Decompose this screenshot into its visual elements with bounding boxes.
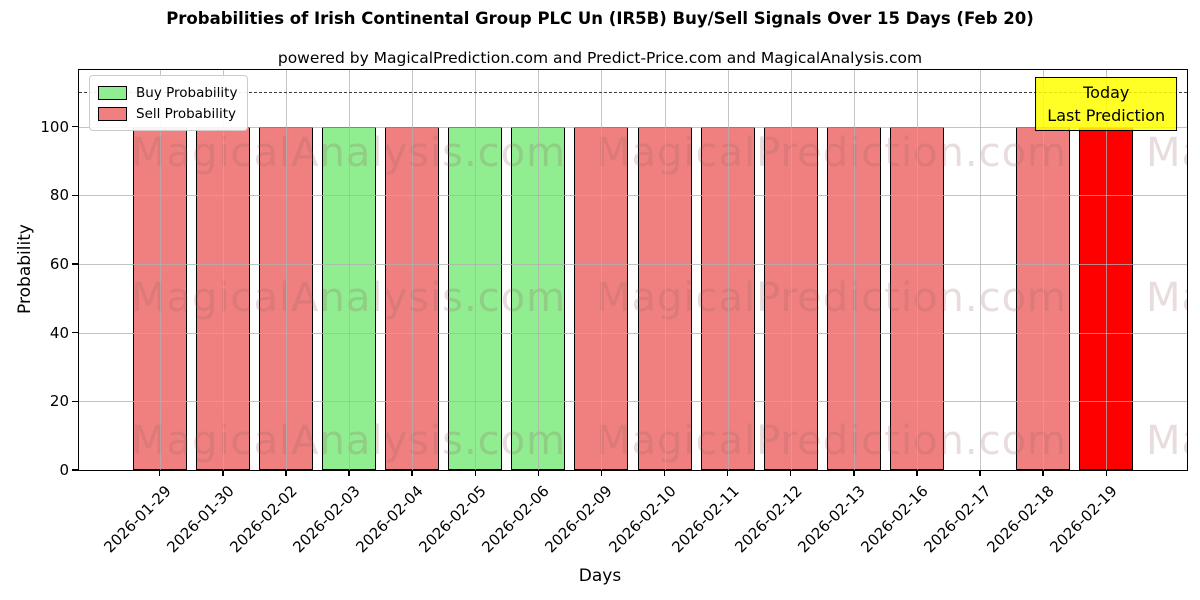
y-tick-label: 100: [40, 117, 69, 136]
x-tick-mark: [726, 470, 729, 476]
legend: Buy Probability Sell Probability: [89, 75, 249, 131]
plot-area: MagicalAnalysis.com MagicalPrediction.com…: [40, 69, 1188, 556]
x-tick-mark: [411, 470, 413, 476]
chart-title: Probabilities of Irish Continental Group…: [166, 9, 1034, 28]
gridline-vertical: [412, 70, 414, 470]
chart-subtitle: powered by MagicalPrediction.com and Pre…: [277, 49, 923, 67]
x-tick-mark: [853, 470, 855, 476]
bar-sell: [574, 126, 629, 470]
bar-sell: [637, 126, 692, 470]
x-tick-mark: [790, 470, 792, 476]
today-annotation-line1: Today: [1083, 83, 1130, 102]
gridline-vertical: [475, 70, 477, 470]
gridline-vertical: [916, 70, 918, 470]
watermark-text: MagicalPrediction.com: [596, 418, 1067, 464]
bar-buy: [322, 126, 377, 470]
x-tick-mark: [916, 470, 918, 476]
watermark-text: MagicalAnalysis.com: [131, 418, 567, 464]
x-tick-mark: [285, 470, 287, 476]
gridline-horizontal: [79, 195, 1187, 197]
watermark-text: MagicalPrediction.com: [1146, 275, 1187, 321]
y-axis-label: Probability: [15, 224, 35, 314]
watermark-text: MagicalPrediction.com: [1146, 418, 1187, 464]
y-tick-mark: [72, 194, 78, 196]
watermark-text: MagicalPrediction.com: [596, 275, 1067, 321]
buy-color-swatch: [98, 85, 127, 100]
y-tick-label: 0: [59, 461, 69, 479]
gridline-vertical: [664, 70, 666, 470]
sell-color-swatch: [98, 106, 127, 121]
gridline-vertical: [349, 70, 351, 470]
legend-item-sell: Sell Probability: [98, 103, 237, 124]
gridline-vertical: [727, 70, 729, 470]
x-tick-mark: [600, 470, 603, 476]
today-annotation-line2: Last Prediction: [1047, 106, 1166, 126]
gridline-vertical: [538, 70, 540, 470]
y-tick-mark: [72, 263, 78, 265]
bar-sell: [826, 126, 881, 470]
bar-sell: [1016, 126, 1071, 470]
x-tick-mark: [537, 470, 540, 476]
gridline-vertical: [853, 70, 855, 470]
y-tick-mark: [72, 125, 78, 128]
x-tick-mark: [474, 470, 476, 476]
x-tick-mark: [222, 470, 224, 476]
x-tick-mark: [979, 470, 981, 476]
y-tick-label: 80: [49, 186, 69, 205]
today-annotation: Today Last Prediction: [1035, 77, 1178, 132]
y-tick-mark: [72, 331, 78, 334]
bar-sell: [258, 126, 313, 470]
bar-sell: [385, 126, 440, 470]
gridline-vertical: [601, 70, 603, 470]
bar-sell: [889, 126, 944, 470]
bar-buy: [511, 126, 566, 470]
x-tick-mark: [1042, 470, 1044, 476]
gridline-horizontal: [79, 263, 1187, 265]
bar-sell: [763, 126, 818, 470]
gridline-horizontal: [79, 332, 1187, 334]
gridline-vertical: [285, 70, 287, 470]
x-axis-label: Days: [578, 566, 622, 586]
x-tick-mark: [348, 470, 350, 476]
y-tick-mark: [72, 400, 78, 403]
x-tick-mark: [1105, 470, 1107, 476]
x-tick-mark: [159, 470, 161, 476]
legend-label-sell: Sell Probability: [136, 105, 237, 122]
legend-label-buy: Buy Probability: [136, 84, 238, 101]
bar-sell: [700, 126, 755, 470]
y-tick-label: 20: [49, 392, 69, 411]
watermark-text: MagicalPrediction.com: [596, 130, 1067, 176]
bar-sell: [195, 126, 250, 470]
gridline-vertical: [790, 70, 792, 470]
y-tick-mark: [72, 469, 78, 471]
gridline-horizontal: [79, 401, 1187, 403]
y-tick-label: 40: [49, 323, 69, 342]
bar-sell: [132, 126, 187, 470]
gridline-vertical: [980, 70, 982, 470]
watermark-text: MagicalAnalysis.com: [131, 130, 567, 176]
bar-today: [1079, 126, 1134, 470]
watermark-text: MagicalAnalysis.com: [131, 275, 567, 321]
threshold-dashed-line: [79, 92, 1187, 94]
watermark-text: MagicalPrediction.com: [1146, 130, 1187, 176]
bar-buy: [448, 126, 503, 470]
x-tick-mark: [663, 470, 666, 476]
y-tick-label: 60: [49, 254, 69, 273]
legend-item-buy: Buy Probability: [98, 82, 237, 103]
